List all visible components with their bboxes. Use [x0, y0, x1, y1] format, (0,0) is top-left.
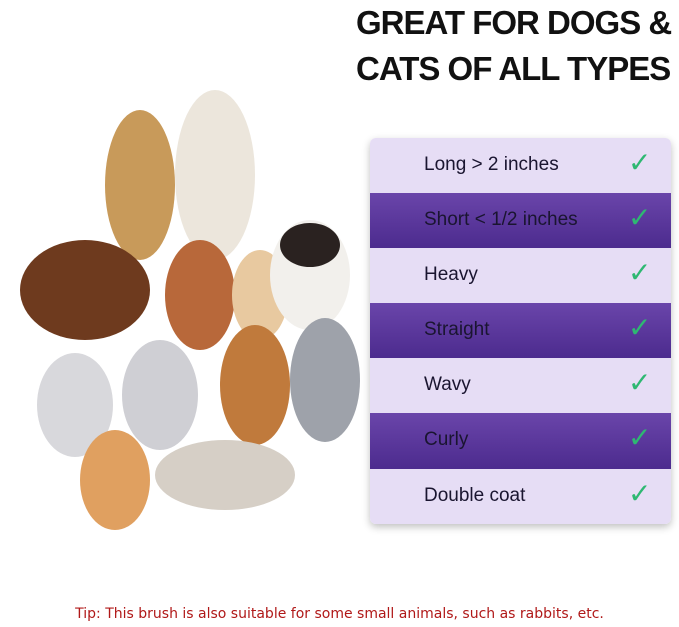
- cat-figures: [37, 318, 360, 530]
- checkmark-icon: ✓: [628, 201, 652, 235]
- coat-type-row: Curly ✓: [370, 413, 671, 469]
- coat-type-row: Short < 1/2 inches ✓: [370, 193, 671, 249]
- checkmark-icon: ✓: [628, 311, 652, 345]
- checkmark-icon: ✓: [628, 366, 652, 400]
- coat-types-table: Long > 2 inches ✓ Short < 1/2 inches ✓ Heavy…: [370, 138, 671, 524]
- coat-type-row: Heavy ✓: [370, 248, 671, 304]
- checkmark-icon: ✓: [628, 256, 652, 290]
- heading-line-2: CATS OF ALL TYPES: [356, 50, 671, 87]
- coat-type-row: Long > 2 inches ✓: [370, 138, 671, 194]
- heading: GREAT FOR DOGS & CATS OF ALL TYPES: [356, 0, 672, 92]
- dog-figures: [20, 90, 350, 350]
- tip-text: Tip: This brush is also suitable for som…: [75, 606, 604, 622]
- coat-type-label: Curly: [424, 429, 469, 451]
- coat-type-row: Straight ✓: [370, 303, 671, 359]
- coat-type-label: Short < 1/2 inches: [424, 209, 578, 231]
- coat-type-label: Heavy: [424, 264, 478, 286]
- coat-type-row: Wavy ✓: [370, 358, 671, 414]
- coat-type-label: Double coat: [424, 484, 526, 506]
- coat-type-label: Wavy: [424, 374, 471, 396]
- coat-type-label: Straight: [424, 319, 490, 341]
- coat-type-label: Long > 2 inches: [424, 154, 559, 175]
- checkmark-icon: ✓: [628, 421, 652, 455]
- coat-type-row: Double coat ✓: [370, 468, 671, 524]
- dogs-and-cats-photo: [20, 90, 360, 530]
- checkmark-icon: ✓: [628, 476, 652, 510]
- heading-line-1: GREAT FOR DOGS &: [356, 4, 672, 41]
- checkmark-icon: ✓: [628, 146, 652, 179]
